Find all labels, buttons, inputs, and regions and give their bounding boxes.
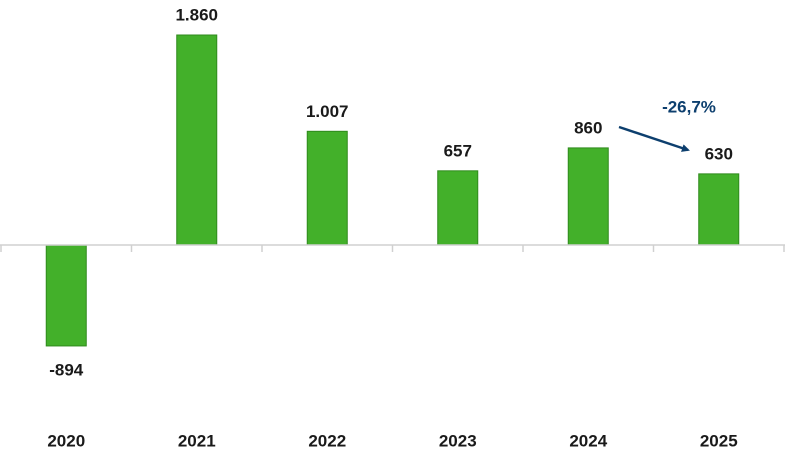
x-tick-label: 2024 — [569, 431, 607, 450]
value-label: 1.860 — [175, 5, 218, 24]
x-tick-label: 2020 — [47, 431, 85, 450]
bar — [698, 173, 740, 246]
change-arrow — [618, 125, 690, 152]
bar — [45, 244, 87, 347]
bar — [306, 130, 348, 246]
x-tick-label: 2023 — [439, 431, 477, 450]
value-label: -894 — [49, 360, 84, 379]
value-label: 630 — [705, 144, 733, 163]
x-tick-label: 2021 — [178, 431, 216, 450]
bar — [176, 34, 218, 246]
value-label: 860 — [574, 118, 602, 137]
value-label: 1.007 — [306, 102, 349, 121]
bar — [437, 170, 479, 246]
bar — [567, 147, 609, 246]
x-tick-label: 2025 — [700, 431, 738, 450]
x-tick-label: 2022 — [308, 431, 346, 450]
value-label: 657 — [444, 141, 472, 160]
change-annotation: -26,7% — [662, 97, 716, 116]
